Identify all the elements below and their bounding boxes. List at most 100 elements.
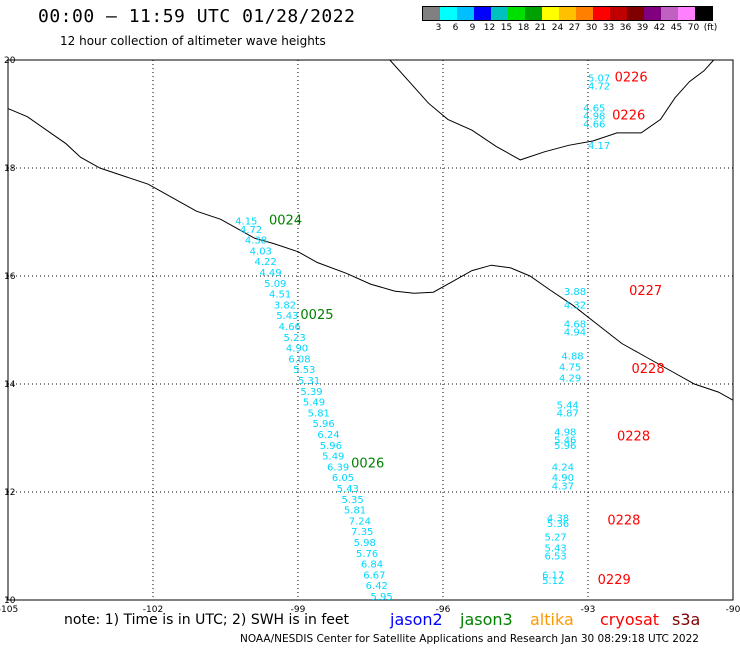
lat-tick-label: 18 [4,164,16,174]
wave-height-value: 6.53 [545,552,567,563]
wave-height-value: 5.39 [300,387,322,398]
scale-label: (ft) [703,23,718,33]
lat-tick-label: 12 [4,488,15,498]
lat-tick-label: 16 [4,272,16,282]
wave-height-value: 5.53 [293,365,315,376]
wave-height-value: 5.27 [545,533,567,544]
wave-height-value: 6.42 [366,581,388,592]
pass-label: 0226 [615,71,648,86]
scale-cell [457,7,474,20]
lon-tick-label: -99 [291,605,306,615]
wave-height-value: 4.66 [583,120,605,131]
scale-cell [559,7,576,20]
wave-height-value: 5.35 [342,495,364,506]
wave-height-value: 6.39 [327,462,349,473]
pass-label: 0024 [269,214,302,229]
wave-height-value: 4.88 [561,352,583,363]
wave-height-value: 4.65 [583,103,605,114]
wave-height-value: 6.17 [542,570,564,581]
scale-label: 12 [483,23,496,33]
lon-tick-label: -93 [581,605,596,615]
scale-cell [474,7,491,20]
scale-cell [423,7,440,20]
scale-label: 27 [568,23,581,33]
page-title: 00:00 – 11:59 UTC 01/28/2022 [38,6,356,27]
scale-label: 18 [517,23,530,33]
scale-label: 42 [653,23,666,33]
lon-tick-label: -90 [726,605,740,615]
note-text: note: 1) Time is in UTC; 2) SWH is in fe… [64,612,350,628]
wave-height-value: 6.67 [363,570,385,581]
wave-height-value: 4.72 [240,225,262,236]
wave-height-value: 6.08 [288,354,310,365]
wave-height-value: 4.94 [564,327,586,338]
wave-height-value: 4.03 [250,246,272,257]
wave-height-value: 4.24 [552,462,574,473]
lat-tick-label: 10 [4,596,16,606]
lon-tick-label: -105 [0,605,18,615]
wave-height-value: 4.49 [259,268,281,279]
scale-label: 15 [500,23,513,33]
scale-cell [661,7,678,20]
wave-height-value: 4.72 [588,82,610,93]
scale-label: 21 [534,23,547,33]
pass-label: 0227 [629,284,662,299]
scale-label: 9 [469,23,476,33]
wave-height-value: 5.96 [554,441,576,452]
wave-height-value: 5.44 [557,400,579,411]
wave-height-value: 5.09 [264,279,286,290]
wave-height-value: 5.49 [303,398,325,409]
wave-height-value: 5.81 [308,408,330,419]
color-scale-cells [422,6,713,21]
scale-cell [610,7,627,20]
wave-height-value: 3.88 [564,287,586,298]
scale-label: 39 [636,23,649,33]
scale-cell [440,7,457,20]
wave-height-value: 4.98 [554,427,576,438]
footer-credit: NOAA/NESDIS Center for Satellite Applica… [240,633,699,645]
scale-cell [542,7,559,20]
wave-height-value: 4.75 [559,363,581,374]
wave-height-value: 4.17 [588,141,610,152]
wave-height-value: 5.43 [276,311,298,322]
wave-height-value: 4.90 [286,344,308,355]
legend-item-jason3: jason3 [460,610,513,629]
wave-height-value: 5.07 [588,74,610,85]
pacific-coastline [7,108,734,401]
wave-height-value: 7.35 [351,527,373,538]
page-subtitle: 12 hour collection of altimeter wave hei… [60,34,326,48]
map-frame [7,59,734,601]
wave-height-value: 5.76 [356,549,378,560]
scale-label: 24 [551,23,564,33]
wave-height-value: 5.23 [284,333,306,344]
lat-tick-label: 20 [4,56,16,66]
lat-tick-label: 14 [4,380,16,390]
pass-label: 0026 [351,457,384,472]
wave-height-value: 4.38 [245,236,267,247]
scale-cell [644,7,661,20]
scale-label: 30 [585,23,598,33]
gulf-coastline [389,59,715,161]
wave-height-value: 5.43 [545,543,567,554]
wave-height-value: 5.46 [554,435,576,446]
pass-label: 0228 [632,362,665,377]
wave-height-value: 4.90 [552,473,574,484]
wave-height-value: 7.24 [349,516,371,527]
wave-height-value: 5.96 [313,419,335,430]
wave-height-value: 4.15 [235,217,257,228]
wave-height-value: 6.24 [317,430,339,441]
wave-height-value: 4.37 [552,481,574,492]
wave-height-value: 4.98 [583,111,605,122]
pass-label: 0025 [300,308,333,323]
pass-label: 0228 [617,430,650,445]
wave-height-value: 4.29 [559,373,581,384]
scale-label: 3 [435,23,442,33]
scale-cell [508,7,525,20]
pass-label: 0228 [607,513,640,528]
wave-height-value: 5.12 [542,576,564,587]
lon-tick-label: -96 [436,605,451,615]
wave-height-value: 4.87 [557,408,579,419]
legend-item-altika: altika [530,610,574,629]
wave-height-value: 5.31 [298,376,320,387]
wave-height-value: 5.36 [547,519,569,530]
